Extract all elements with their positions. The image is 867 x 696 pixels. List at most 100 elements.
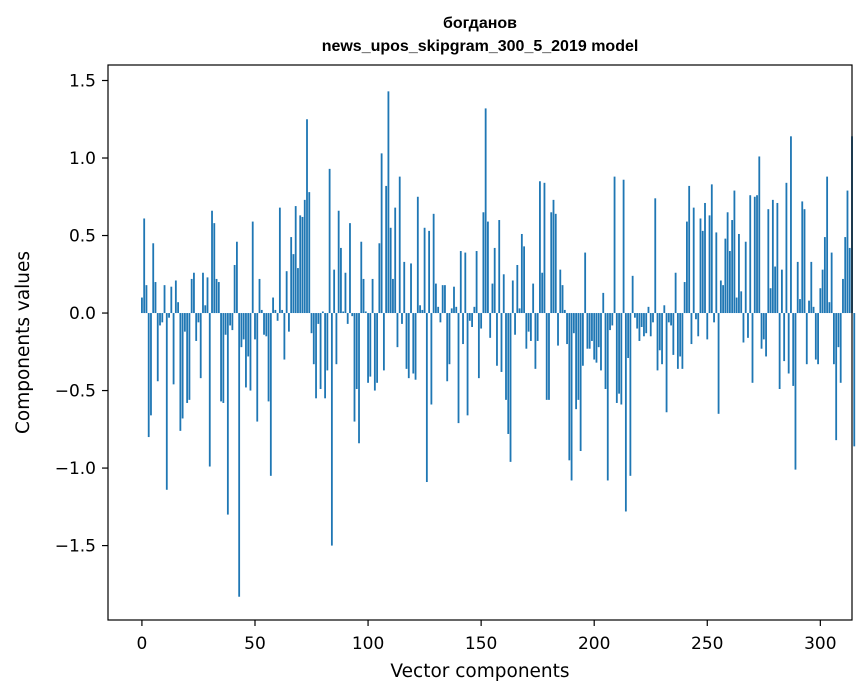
bar-252 <box>710 184 713 314</box>
bar-272 <box>756 195 758 314</box>
bar-120 <box>412 313 415 374</box>
bar-194 <box>579 313 582 452</box>
bar-311 <box>844 237 847 314</box>
bar-193 <box>577 313 580 400</box>
chart-title-line-2: news_upos_skipgram_300_5_2019 model <box>322 38 639 55</box>
bar-66 <box>290 237 293 314</box>
bar-222 <box>643 313 645 337</box>
bar-62 <box>281 309 284 314</box>
bar-144 <box>466 313 469 416</box>
bar-10 <box>163 285 166 314</box>
bar-40 <box>231 313 234 331</box>
bar-117 <box>405 313 408 369</box>
bar-143 <box>464 252 467 314</box>
bar-312 <box>846 190 849 314</box>
bar-45 <box>242 313 245 340</box>
bar-63 <box>283 313 286 360</box>
bar-173 <box>532 283 535 314</box>
x-tick-label: 200 <box>578 634 610 654</box>
bar-262 <box>733 190 736 314</box>
bar-9 <box>161 313 164 323</box>
bar-313 <box>848 247 851 314</box>
bar-221 <box>640 313 643 327</box>
bar-205 <box>604 313 607 389</box>
bar-58 <box>272 297 274 314</box>
bar-204 <box>602 292 605 314</box>
bar-60 <box>276 313 279 321</box>
bar-50 <box>254 313 256 340</box>
bar-71 <box>301 216 304 314</box>
bar-278 <box>769 288 772 314</box>
bar-161 <box>505 313 507 400</box>
bar-26 <box>199 313 202 379</box>
bar-260 <box>728 251 731 314</box>
bar-136 <box>448 313 451 365</box>
bar-226 <box>652 313 654 323</box>
bar-36 <box>222 313 225 403</box>
bar-16 <box>177 302 180 314</box>
bar-309 <box>839 313 842 383</box>
bar-294 <box>805 313 808 365</box>
plot-frame <box>107 64 853 621</box>
bar-182 <box>552 199 555 314</box>
bar-307 <box>835 313 838 441</box>
chart-title-line-1: богданов <box>443 15 517 32</box>
bar-231 <box>663 305 666 314</box>
bar-1 <box>143 218 146 314</box>
bar-131 <box>437 306 440 314</box>
bar-25 <box>197 313 200 323</box>
bar-140 <box>457 313 460 424</box>
bar-74 <box>308 192 311 314</box>
bar-192 <box>575 313 578 410</box>
bar-55 <box>265 313 268 337</box>
bar-237 <box>676 313 679 369</box>
bar-19 <box>183 313 186 332</box>
bar-159 <box>500 313 503 372</box>
bar-139 <box>455 306 458 314</box>
bar-41 <box>233 264 236 314</box>
bar-series <box>141 91 856 597</box>
bar-104 <box>376 313 379 383</box>
bar-23 <box>193 272 195 314</box>
bar-303 <box>826 176 829 314</box>
bar-148 <box>475 251 478 314</box>
bar-210 <box>615 313 618 403</box>
bar-57 <box>269 313 272 476</box>
bar-166 <box>516 264 519 314</box>
bar-24 <box>195 313 198 341</box>
bar-154 <box>489 313 492 338</box>
bar-218 <box>634 313 636 318</box>
bar-146 <box>471 313 473 327</box>
bar-151 <box>482 212 485 314</box>
bar-103 <box>373 313 376 391</box>
bar-99 <box>364 311 367 314</box>
bar-181 <box>550 212 553 314</box>
bar-179 <box>545 313 548 400</box>
bar-245 <box>695 313 697 320</box>
bar-88 <box>340 247 342 314</box>
bar-95 <box>355 313 358 389</box>
bar-281 <box>776 202 779 314</box>
bar-111 <box>392 278 394 314</box>
bar-284 <box>783 313 786 362</box>
bar-138 <box>453 286 455 314</box>
bar-191 <box>572 313 575 334</box>
bar-39 <box>229 313 232 326</box>
bar-158 <box>498 220 501 314</box>
bar-21 <box>188 313 191 400</box>
bar-209 <box>613 176 616 314</box>
bar-259 <box>726 212 729 314</box>
bar-105 <box>378 243 381 314</box>
bar-267 <box>744 241 747 314</box>
bar-14 <box>172 313 175 385</box>
bar-289 <box>794 313 797 470</box>
bar-256 <box>719 280 722 314</box>
bar-171 <box>527 313 530 332</box>
bar-287 <box>790 136 792 314</box>
x-tick-label: 0 <box>137 634 148 654</box>
bar-6 <box>154 282 157 314</box>
bar-300 <box>819 288 822 314</box>
bar-225 <box>649 313 652 337</box>
bar-47 <box>247 313 250 357</box>
bar-234 <box>670 313 672 326</box>
